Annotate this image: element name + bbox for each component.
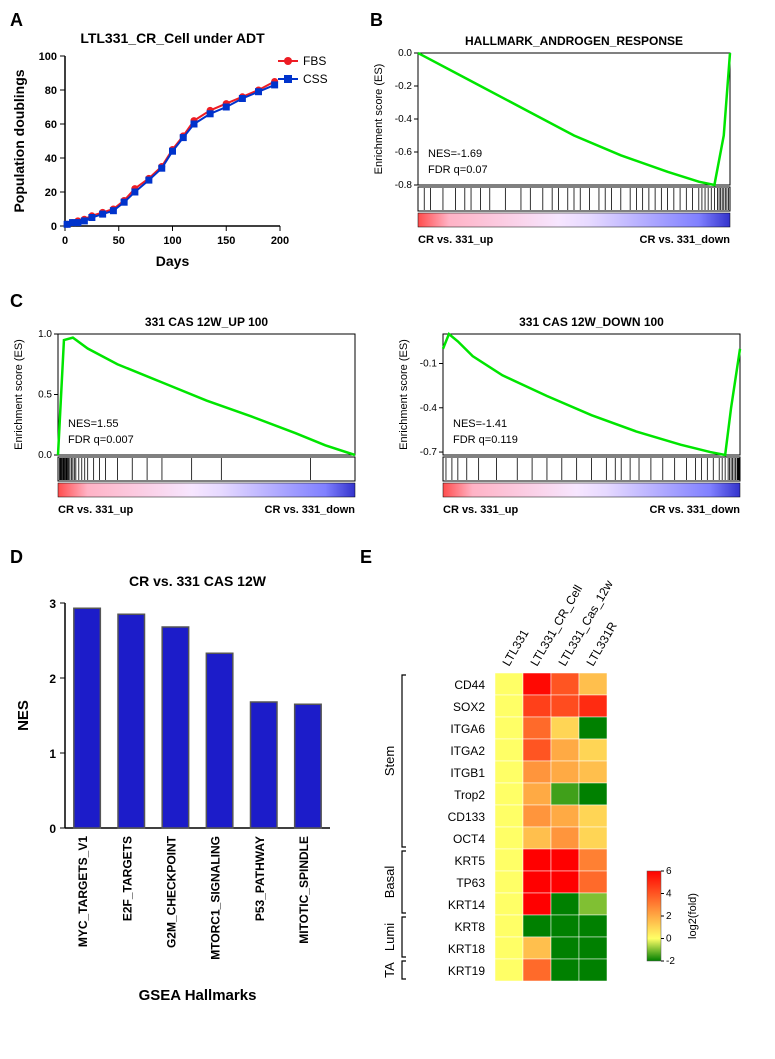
figure: A 050100150200020406080100LTL331_CR_Cell… [10,10,765,1033]
svg-text:Stem: Stem [382,746,397,776]
svg-text:KRT8: KRT8 [455,920,486,934]
svg-text:CR vs. 331_down: CR vs. 331_down [640,234,731,246]
svg-text:TP63: TP63 [456,876,485,890]
svg-text:-0.6: -0.6 [395,147,413,158]
svg-text:3: 3 [49,597,56,611]
svg-text:0: 0 [62,235,68,247]
svg-text:E2F_TARGETS: E2F_TARGETS [120,836,134,921]
panel-c-label: C [10,291,23,311]
svg-text:0: 0 [51,221,57,233]
panel-b-label: B [370,10,383,30]
panel-a: A 0 50 100 150 200 0 20 40 60 80 100 LTL331_CR_Cell… [10,10,350,276]
panel-e: E LTL331LTL331_CR_CellLTL331_Cas_12wLTL3… [360,547,760,1033]
svg-text:0.5: 0.5 [38,390,52,401]
svg-text:Days: Days [156,253,190,269]
panel-d: D CR vs. 331 CAS 12W 0 1 2 3 NES MYC_TARGETS_V… [10,547,340,1033]
svg-text:-0.4: -0.4 [420,403,438,414]
svg-text:80: 80 [45,85,57,97]
svg-text:MITOTIC_SPINDLE: MITOTIC_SPINDLE [297,836,311,944]
svg-text:NES=-1.41: NES=-1.41 [453,418,507,430]
svg-text:150: 150 [217,235,235,247]
svg-text:100: 100 [163,235,181,247]
svg-text:CR vs. 331 CAS 12W: CR vs. 331 CAS 12W [129,573,267,589]
svg-text:-0.4: -0.4 [395,114,413,125]
svg-text:NES: NES [15,700,32,731]
svg-text:MYC_TARGETS_V1: MYC_TARGETS_V1 [76,836,90,947]
svg-text:HALLMARK_ANDROGEN_RESPONSE: HALLMARK_ANDROGEN_RESPONSE [465,34,683,48]
svg-text:200: 200 [271,235,289,247]
svg-text:ITGA6: ITGA6 [450,722,485,736]
panel-c-right-gsea: -0.7 -0.4 -0.1 331 CAS 12W_DOWN 100 Enrichme… [395,312,750,532]
svg-text:KRT5: KRT5 [455,854,486,868]
svg-text:1.0: 1.0 [38,329,52,340]
panel-e-heatmap: LTL331LTL331_CR_CellLTL331_Cas_12wLTL331… [360,568,760,1028]
svg-text:0.0: 0.0 [38,450,52,461]
svg-text:0: 0 [666,934,672,945]
svg-text:Enrichment score (ES): Enrichment score (ES) [13,339,25,450]
svg-text:1: 1 [49,747,56,761]
svg-text:331 CAS 12W_UP 100: 331 CAS 12W_UP 100 [145,315,269,329]
svg-text:ITGB1: ITGB1 [450,766,485,780]
svg-text:CR vs. 331_up: CR vs. 331_up [418,234,493,246]
panel-a-chart: 0 50 100 150 200 0 20 40 60 80 100 LTL331_CR_Cell u… [10,31,350,271]
svg-text:-0.1: -0.1 [420,359,438,370]
svg-text:-0.8: -0.8 [395,180,413,191]
svg-text:-2: -2 [666,956,675,967]
svg-text:CD133: CD133 [448,810,486,824]
svg-text:FDR q=0.007: FDR q=0.007 [68,434,134,446]
panel-b-gsea: -0.8 -0.6 -0.4 -0.2 0.0 HALLMARK_ANDROGEN_RES… [370,31,740,271]
svg-text:CR vs. 331_down: CR vs. 331_down [265,504,356,516]
svg-text:Lumi: Lumi [382,923,397,951]
svg-text:FDR q=0.07: FDR q=0.07 [428,164,488,176]
svg-text:4: 4 [666,889,672,900]
svg-text:60: 60 [45,119,57,131]
svg-text:G2M_CHECKPOINT: G2M_CHECKPOINT [164,835,178,948]
svg-text:Enrichment score (ES): Enrichment score (ES) [373,64,385,175]
svg-text:0: 0 [49,822,56,836]
svg-text:CSS: CSS [303,72,328,86]
svg-text:LTL331_CR_Cell under ADT: LTL331_CR_Cell under ADT [80,31,265,46]
svg-text:2: 2 [666,911,672,922]
svg-text:log2(fold): log2(fold) [687,893,699,939]
svg-text:KRT18: KRT18 [448,942,485,956]
svg-text:KRT19: KRT19 [448,964,485,978]
svg-text:331 CAS 12W_DOWN 100: 331 CAS 12W_DOWN 100 [519,315,664,329]
panel-b: B -0.8 -0.6 -0.4 -0.2 0.0 HALLMARK_ANDROGEN_R… [370,10,740,276]
svg-text:CR vs. 331_up: CR vs. 331_up [58,504,133,516]
svg-text:6: 6 [666,866,672,877]
svg-text:TA: TA [382,962,397,978]
svg-text:Enrichment score (ES): Enrichment score (ES) [398,339,410,450]
panel-d-barchart: CR vs. 331 CAS 12W 0 1 2 3 NES MYC_TARGETS_V1 E… [10,568,340,1008]
svg-text:MTORC1_SIGNALING: MTORC1_SIGNALING [209,836,223,960]
svg-text:50: 50 [113,235,125,247]
panel-d-label: D [10,547,23,567]
svg-text:FBS: FBS [303,54,326,68]
svg-text:CR vs. 331_down: CR vs. 331_down [650,504,741,516]
svg-text:Population doublings: Population doublings [11,69,27,212]
svg-text:NES=1.55: NES=1.55 [68,418,118,430]
panel-e-label: E [360,547,372,567]
svg-text:Trop2: Trop2 [454,788,485,802]
panel-c-left-gsea: 0.0 0.5 1.0 331 CAS 12W_UP 100 Enrichment sc… [10,312,365,532]
svg-text:CD44: CD44 [454,678,485,692]
svg-text:NES=-1.69: NES=-1.69 [428,148,482,160]
svg-text:-0.2: -0.2 [395,81,413,92]
svg-text:0.0: 0.0 [398,48,412,59]
svg-text:P53_PATHWAY: P53_PATHWAY [253,836,267,921]
svg-text:KRT14: KRT14 [448,898,485,912]
svg-text:40: 40 [45,153,57,165]
svg-text:ITGA2: ITGA2 [450,744,485,758]
svg-text:GSEA Hallmarks: GSEA Hallmarks [139,987,257,1004]
svg-text:100: 100 [39,51,57,63]
panel-a-label: A [10,10,23,30]
svg-text:FDR q=0.119: FDR q=0.119 [453,434,518,446]
svg-text:OCT4: OCT4 [453,832,485,846]
svg-text:CR vs. 331_up: CR vs. 331_up [443,504,518,516]
svg-text:-0.7: -0.7 [420,447,438,458]
svg-text:Basal: Basal [382,866,397,899]
svg-text:2: 2 [49,672,56,686]
svg-text:SOX2: SOX2 [453,700,485,714]
panel-c: C 0.0 0.5 1.0 331 CAS 12W_UP 100 Enrichment … [10,291,750,532]
svg-text:20: 20 [45,187,57,199]
